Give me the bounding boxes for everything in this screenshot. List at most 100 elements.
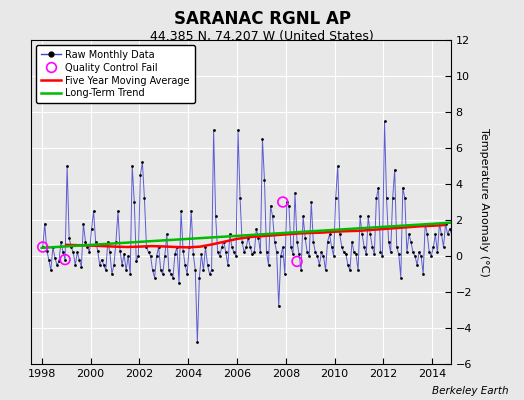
- Point: [395, 251, 403, 258]
- Point: [346, 267, 354, 274]
- Point: [40, 220, 49, 227]
- Point: [252, 226, 260, 232]
- Point: [93, 247, 102, 254]
- Point: [183, 271, 191, 277]
- Point: [79, 220, 88, 227]
- Point: [197, 251, 205, 258]
- Point: [330, 253, 338, 259]
- Point: [148, 267, 157, 274]
- Text: SARANAC RGNL AP: SARANAC RGNL AP: [173, 10, 351, 28]
- Point: [212, 213, 220, 220]
- Point: [348, 238, 356, 245]
- Point: [208, 267, 216, 274]
- Point: [266, 202, 275, 209]
- Point: [344, 262, 352, 268]
- Point: [301, 235, 309, 241]
- Point: [134, 253, 143, 259]
- Point: [175, 280, 183, 286]
- Point: [360, 244, 368, 250]
- Point: [42, 247, 51, 254]
- Point: [215, 253, 224, 259]
- Point: [334, 163, 342, 169]
- Point: [390, 166, 399, 173]
- Point: [91, 238, 100, 245]
- Point: [81, 238, 90, 245]
- Point: [67, 244, 75, 250]
- Point: [97, 256, 106, 263]
- Point: [272, 249, 281, 256]
- Point: [443, 231, 452, 238]
- Point: [388, 195, 397, 202]
- Point: [368, 244, 377, 250]
- Point: [71, 262, 80, 268]
- Point: [165, 267, 173, 274]
- Point: [69, 249, 78, 256]
- Point: [277, 253, 285, 259]
- Point: [152, 253, 161, 259]
- Point: [265, 262, 273, 268]
- Point: [240, 249, 248, 256]
- Point: [299, 213, 307, 220]
- Point: [281, 271, 289, 277]
- Point: [386, 249, 395, 256]
- Point: [407, 238, 415, 245]
- Point: [356, 213, 364, 220]
- Point: [146, 253, 155, 259]
- Point: [415, 249, 423, 256]
- Point: [122, 267, 130, 274]
- Point: [228, 244, 236, 250]
- Point: [106, 249, 114, 256]
- Point: [189, 251, 198, 258]
- Point: [126, 271, 134, 277]
- Point: [447, 231, 456, 238]
- Point: [155, 244, 163, 250]
- Point: [213, 249, 222, 256]
- Point: [63, 163, 71, 169]
- Point: [187, 208, 195, 214]
- Point: [337, 244, 346, 250]
- Point: [438, 231, 446, 238]
- Point: [441, 220, 450, 227]
- Point: [144, 249, 152, 256]
- Point: [427, 253, 435, 259]
- Point: [167, 271, 175, 277]
- Point: [289, 251, 297, 258]
- Point: [282, 199, 291, 205]
- Point: [234, 127, 242, 133]
- Point: [383, 195, 391, 202]
- Point: [401, 195, 409, 202]
- Point: [47, 267, 55, 274]
- Point: [140, 195, 149, 202]
- Point: [287, 244, 295, 250]
- Point: [431, 231, 440, 238]
- Point: [51, 255, 59, 261]
- Point: [85, 249, 94, 256]
- Point: [362, 251, 370, 258]
- Point: [77, 264, 85, 270]
- Point: [201, 244, 210, 250]
- Point: [385, 238, 393, 245]
- Point: [230, 249, 238, 256]
- Point: [65, 235, 73, 241]
- Point: [39, 244, 47, 250]
- Point: [90, 208, 98, 214]
- Point: [285, 202, 293, 209]
- Point: [279, 244, 287, 250]
- Point: [303, 249, 311, 256]
- Point: [256, 249, 265, 256]
- Point: [124, 253, 133, 259]
- Point: [220, 238, 228, 245]
- Point: [130, 199, 138, 205]
- Point: [268, 213, 277, 220]
- Point: [309, 238, 318, 245]
- Point: [340, 249, 348, 256]
- Point: [372, 195, 380, 202]
- Point: [177, 208, 185, 214]
- Point: [49, 244, 57, 250]
- Point: [376, 249, 385, 256]
- Point: [150, 274, 159, 281]
- Point: [263, 249, 271, 256]
- Point: [358, 231, 366, 238]
- Point: [445, 226, 454, 232]
- Point: [260, 177, 269, 184]
